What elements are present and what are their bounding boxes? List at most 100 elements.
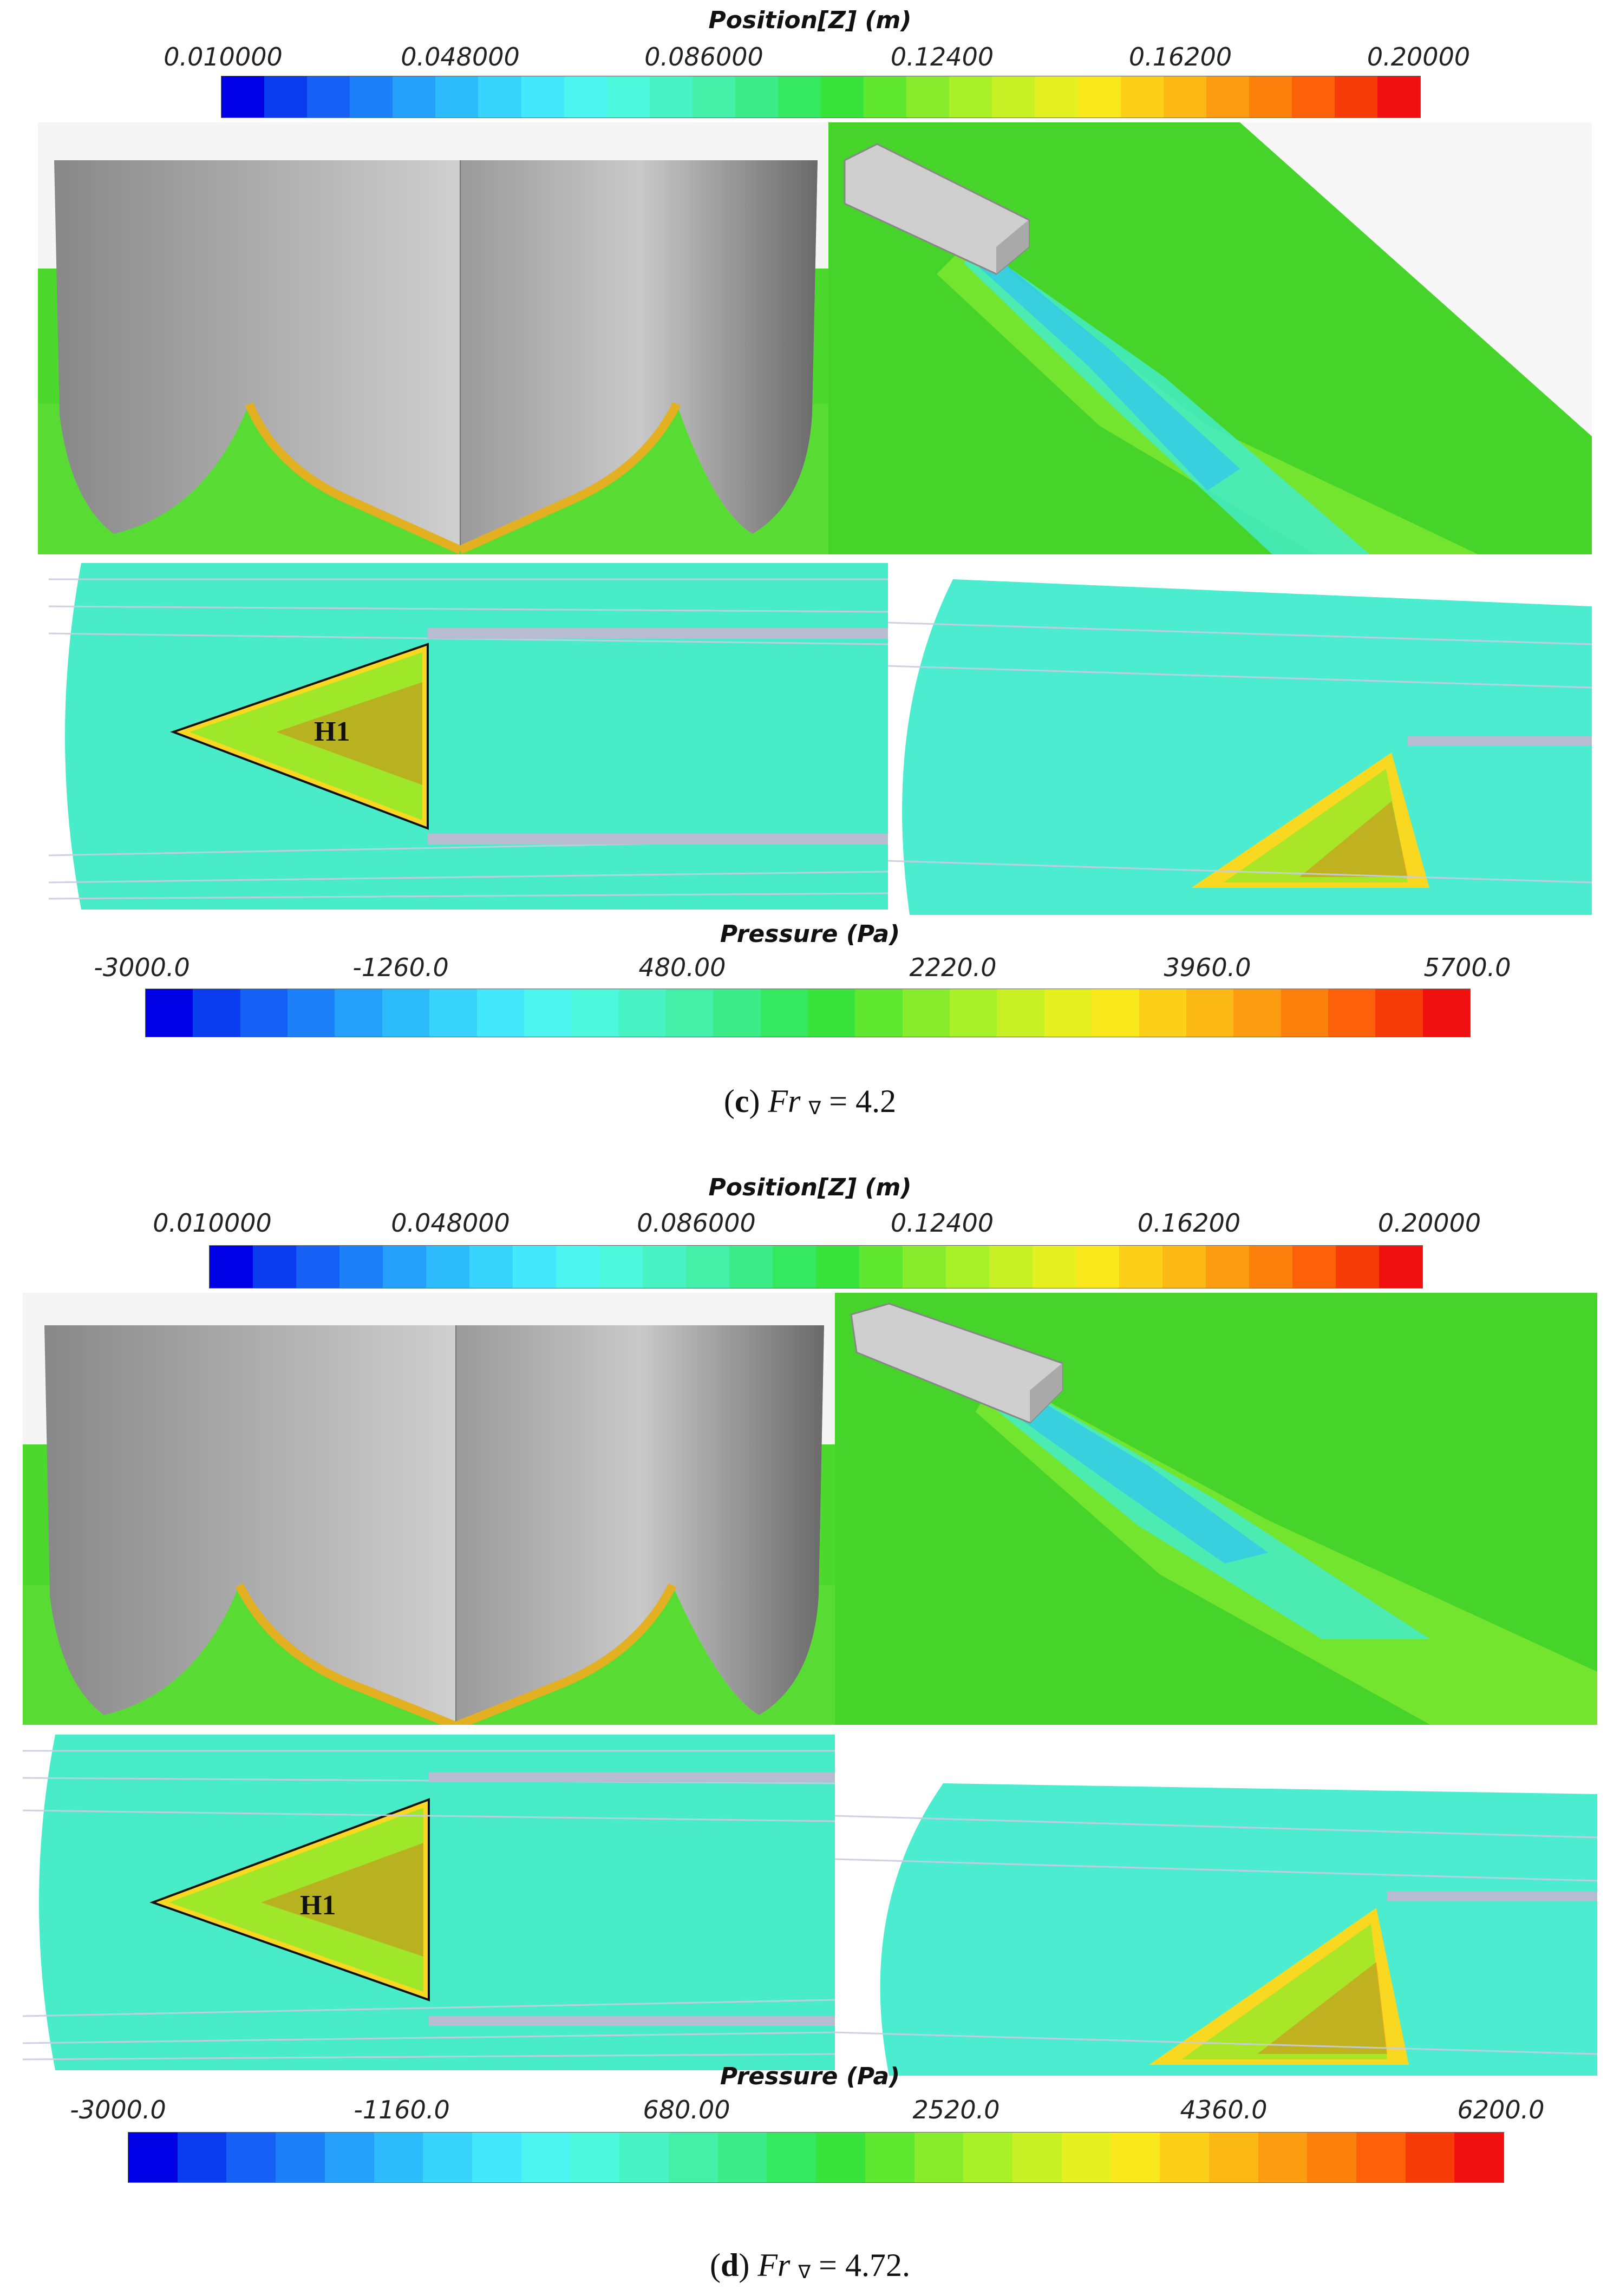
colormap-swatch	[717, 2133, 767, 2182]
pressure-tick: -1160.0	[354, 2095, 450, 2124]
colormap-swatch	[193, 989, 240, 1037]
position-tick: 0.12400	[890, 1208, 994, 1238]
position-tick: 0.010000	[164, 42, 283, 71]
colormap-swatch	[729, 1246, 773, 1288]
colormap-swatch	[1249, 76, 1292, 117]
colormap-swatch	[1379, 1246, 1422, 1288]
pressure-tick: 3960.0	[1164, 953, 1251, 982]
colormap-swatch	[778, 76, 821, 117]
colormap-swatch	[1160, 2133, 1209, 2182]
position-colorbar-title: Position[Z] (m)	[708, 6, 912, 34]
pressure-colorbar-title: Pressure (Pa)	[720, 2063, 900, 2090]
pressure-tick: 2220.0	[909, 953, 997, 982]
colormap-swatch	[713, 989, 761, 1037]
pressure-colorbar-gradient	[128, 2132, 1504, 2183]
colormap-swatch	[619, 2133, 669, 2182]
colormap-swatch	[1163, 76, 1206, 117]
colormap-swatch	[1076, 1246, 1119, 1288]
colormap-swatch	[855, 989, 903, 1037]
caption-value: = 4.72.	[819, 2247, 910, 2283]
colormap-swatch	[1120, 76, 1164, 117]
colormap-swatch	[435, 76, 479, 117]
colormap-swatch	[429, 989, 477, 1037]
pressure-colorbar-gradient	[145, 989, 1471, 1037]
colormap-swatch	[1077, 76, 1121, 117]
colormap-swatch	[859, 1246, 903, 1288]
colormap-swatch	[997, 989, 1044, 1037]
colormap-swatch	[963, 2133, 1013, 2182]
position-tick: 0.20000	[1367, 42, 1471, 71]
wake-perspective-image	[835, 1293, 1597, 1725]
wake-perspective-view-c	[828, 122, 1592, 554]
wake-perspective-view-d	[835, 1293, 1597, 1725]
pressure-bottom-image	[49, 563, 888, 910]
colormap-swatch	[1258, 2133, 1308, 2182]
colormap-swatch	[1377, 76, 1421, 117]
hull-front-view-image	[23, 1325, 835, 1725]
colormap-swatch	[1249, 1246, 1292, 1288]
colormap-swatch	[513, 1246, 556, 1288]
pressure-oblique-view-d	[835, 1729, 1597, 2076]
caption-letter: c	[734, 1083, 749, 1119]
colormap-swatch	[1281, 989, 1328, 1037]
colormap-swatch	[426, 1246, 469, 1288]
region-label-h1: H1	[314, 716, 350, 747]
colormap-swatch	[1209, 2133, 1258, 2182]
pressure-tick: 680.00	[643, 2095, 730, 2124]
caption-letter: d	[721, 2247, 739, 2283]
colormap-swatch	[1044, 989, 1092, 1037]
colormap-swatch	[606, 76, 650, 117]
colormap-swatch	[1454, 2133, 1504, 2182]
colormap-swatch	[992, 76, 1035, 117]
colormap-swatch	[643, 1246, 686, 1288]
colormap-swatch	[816, 2133, 865, 2182]
colormap-swatch	[1139, 989, 1186, 1037]
colormap-swatch	[950, 989, 997, 1037]
colormap-swatch	[865, 2133, 914, 2182]
position-colorbar-gradient	[209, 1245, 1423, 1288]
colormap-swatch	[374, 2133, 423, 2182]
pressure-tick: 6200.0	[1457, 2095, 1545, 2124]
colormap-swatch	[264, 76, 308, 117]
caption-prefix: Fr	[768, 1083, 801, 1119]
colormap-swatch	[946, 1246, 989, 1288]
colormap-swatch	[767, 2133, 816, 2182]
colormap-swatch	[618, 989, 666, 1037]
colormap-swatch	[382, 989, 430, 1037]
position-tick: 0.16200	[1128, 42, 1232, 71]
caption-prefix: Fr	[757, 2247, 791, 2283]
colormap-swatch	[1328, 989, 1376, 1037]
colormap-swatch	[821, 76, 864, 117]
wake-perspective-image	[828, 122, 1592, 554]
pressure-bottom-view-c: H1	[49, 558, 888, 915]
colormap-swatch	[524, 989, 572, 1037]
position-tick: 0.086000	[644, 42, 763, 71]
colormap-swatch	[1092, 989, 1139, 1037]
colormap-swatch	[599, 1246, 643, 1288]
pressure-oblique-view-c	[888, 558, 1592, 915]
position-tick: 0.086000	[637, 1208, 756, 1238]
pressure-tick: -1260.0	[352, 953, 449, 982]
position-tick: 0.010000	[153, 1208, 272, 1238]
colormap-swatch	[146, 989, 193, 1037]
position-tick: 0.16200	[1137, 1208, 1241, 1238]
colormap-swatch	[335, 989, 382, 1037]
colormap-swatch	[350, 76, 393, 117]
colormap-swatch	[949, 76, 992, 117]
colormap-swatch	[1233, 989, 1281, 1037]
position-tick: 0.20000	[1377, 1208, 1481, 1238]
colormap-swatch	[989, 1246, 1033, 1288]
colormap-swatch	[571, 989, 619, 1037]
colormap-swatch	[240, 989, 288, 1037]
colormap-swatch	[288, 989, 335, 1037]
caption-subscript: ∇	[808, 1098, 821, 1118]
colormap-swatch	[476, 989, 524, 1037]
colormap-swatch	[1336, 1246, 1379, 1288]
colormap-swatch	[1375, 989, 1423, 1037]
colormap-swatch	[307, 76, 350, 117]
position-tick: 0.048000	[391, 1208, 510, 1238]
pressure-tick: 4360.0	[1180, 2095, 1268, 2124]
colormap-swatch	[556, 1246, 599, 1288]
colormap-swatch	[128, 2133, 178, 2182]
colormap-swatch	[393, 76, 436, 117]
